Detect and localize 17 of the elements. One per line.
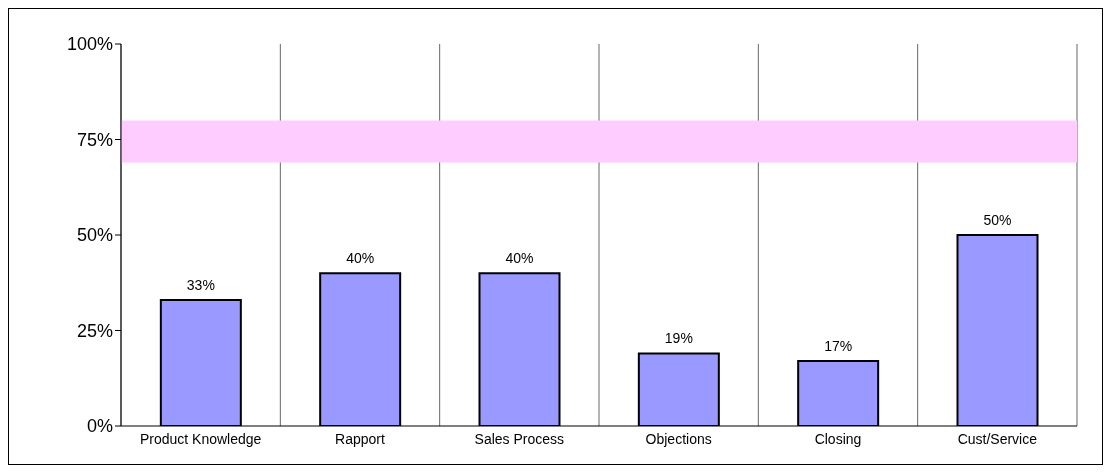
y-tick-label: 50%: [76, 225, 113, 246]
y-tick-label: 0%: [86, 416, 113, 437]
data-label: 17%: [824, 338, 853, 355]
data-label: 50%: [983, 212, 1012, 228]
y-tick-label: 100%: [66, 34, 113, 55]
data-label: 40%: [346, 250, 375, 267]
y-tick-label: 25%: [76, 320, 113, 341]
x-tick-label: Product Knowledge: [139, 430, 262, 447]
x-tick-label: Cust/Service: [957, 430, 1038, 447]
x-tick-label: Closing: [814, 430, 862, 447]
x-tick-label: Sales Process: [474, 430, 565, 447]
data-label: 40%: [505, 250, 534, 267]
y-tick-label: 75%: [76, 129, 113, 150]
x-tick-label: Rapport: [335, 430, 386, 447]
x-tick-label: Objections: [645, 430, 712, 447]
data-label: 19%: [664, 330, 693, 347]
data-label: 33%: [186, 276, 215, 293]
